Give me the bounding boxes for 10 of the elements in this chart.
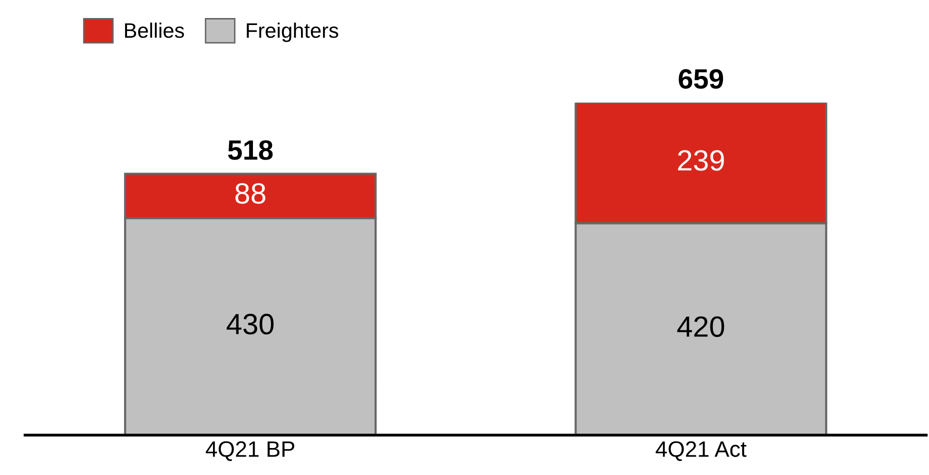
legend-label: Freighters <box>246 22 338 42</box>
legend-label: Bellies <box>125 22 184 38</box>
data-label: 430 <box>226 314 274 334</box>
total-label: 518 <box>228 140 273 160</box>
data-label: 88 <box>235 183 266 204</box>
x-tick-label: 4Q21 Act <box>656 441 746 461</box>
data-label: 239 <box>678 150 724 171</box>
data-label: 420 <box>677 316 724 337</box>
total-label: 659 <box>678 69 724 89</box>
x-tick-label: 4Q21 BP <box>206 441 294 461</box>
